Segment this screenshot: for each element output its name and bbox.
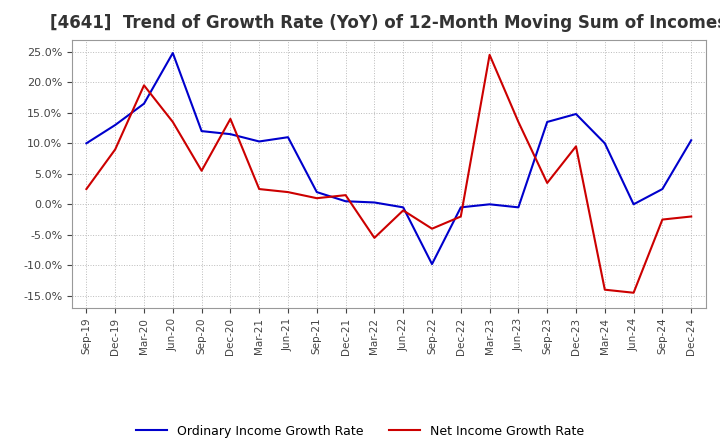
Ordinary Income Growth Rate — [600, 141, 609, 146]
Title: [4641]  Trend of Growth Rate (YoY) of 12-Month Moving Sum of Incomes: [4641] Trend of Growth Rate (YoY) of 12-… — [50, 15, 720, 33]
Ordinary Income Growth Rate — [341, 198, 350, 204]
Net Income Growth Rate — [197, 168, 206, 173]
Net Income Growth Rate — [111, 147, 120, 152]
Net Income Growth Rate — [284, 190, 292, 195]
Ordinary Income Growth Rate — [168, 50, 177, 55]
Ordinary Income Growth Rate — [370, 200, 379, 205]
Ordinary Income Growth Rate — [312, 190, 321, 195]
Net Income Growth Rate — [428, 226, 436, 231]
Net Income Growth Rate — [82, 187, 91, 192]
Line: Net Income Growth Rate: Net Income Growth Rate — [86, 55, 691, 293]
Ordinary Income Growth Rate — [111, 122, 120, 128]
Ordinary Income Growth Rate — [255, 139, 264, 144]
Net Income Growth Rate — [255, 187, 264, 192]
Ordinary Income Growth Rate — [140, 101, 148, 106]
Net Income Growth Rate — [485, 52, 494, 58]
Ordinary Income Growth Rate — [687, 138, 696, 143]
Net Income Growth Rate — [629, 290, 638, 295]
Net Income Growth Rate — [514, 119, 523, 125]
Ordinary Income Growth Rate — [284, 135, 292, 140]
Net Income Growth Rate — [168, 119, 177, 125]
Net Income Growth Rate — [370, 235, 379, 241]
Ordinary Income Growth Rate — [82, 141, 91, 146]
Net Income Growth Rate — [600, 287, 609, 292]
Ordinary Income Growth Rate — [399, 205, 408, 210]
Ordinary Income Growth Rate — [226, 132, 235, 137]
Net Income Growth Rate — [687, 214, 696, 219]
Legend: Ordinary Income Growth Rate, Net Income Growth Rate: Ordinary Income Growth Rate, Net Income … — [131, 420, 589, 440]
Net Income Growth Rate — [399, 208, 408, 213]
Net Income Growth Rate — [543, 180, 552, 186]
Ordinary Income Growth Rate — [456, 205, 465, 210]
Net Income Growth Rate — [226, 116, 235, 121]
Ordinary Income Growth Rate — [197, 128, 206, 134]
Net Income Growth Rate — [341, 193, 350, 198]
Ordinary Income Growth Rate — [658, 187, 667, 192]
Ordinary Income Growth Rate — [485, 202, 494, 207]
Ordinary Income Growth Rate — [514, 205, 523, 210]
Ordinary Income Growth Rate — [572, 111, 580, 117]
Net Income Growth Rate — [572, 144, 580, 149]
Ordinary Income Growth Rate — [543, 119, 552, 125]
Net Income Growth Rate — [456, 214, 465, 219]
Net Income Growth Rate — [658, 217, 667, 222]
Net Income Growth Rate — [140, 83, 148, 88]
Line: Ordinary Income Growth Rate: Ordinary Income Growth Rate — [86, 53, 691, 264]
Ordinary Income Growth Rate — [629, 202, 638, 207]
Net Income Growth Rate — [312, 195, 321, 201]
Ordinary Income Growth Rate — [428, 261, 436, 267]
